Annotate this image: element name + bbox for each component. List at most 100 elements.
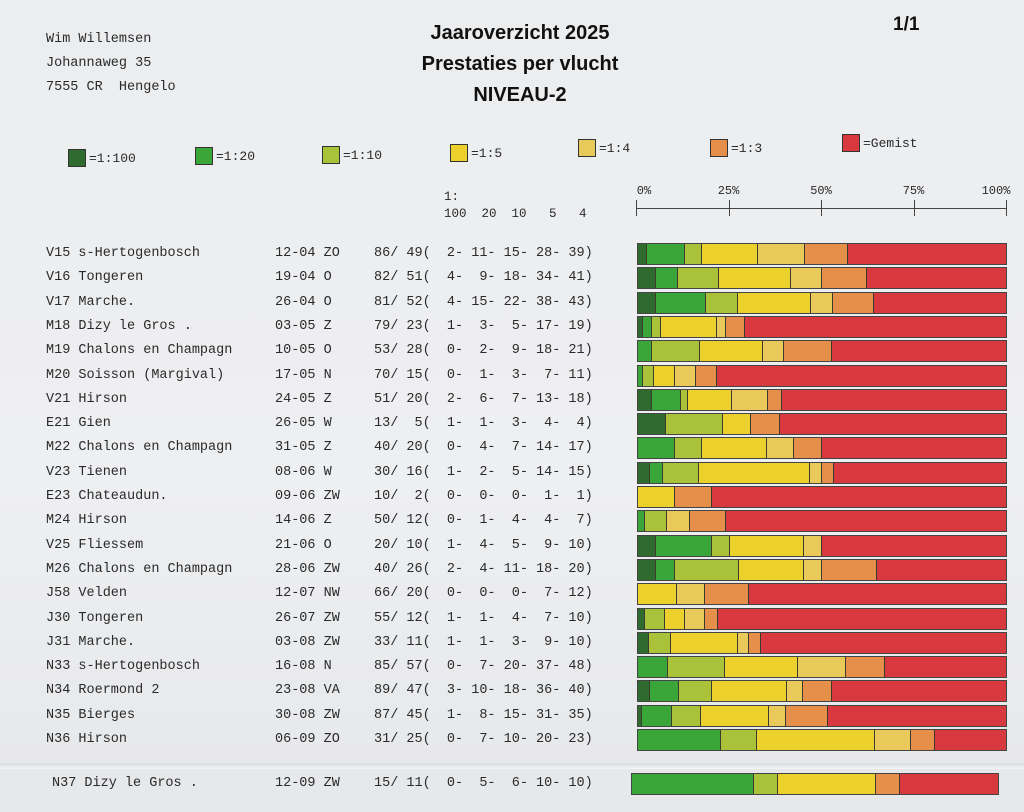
seg-1-100 xyxy=(638,705,643,726)
axis-tick-label: 100% xyxy=(981,184,1011,198)
seg-1-3 xyxy=(821,559,878,580)
flight-name: N34 Roermond 2 xyxy=(46,683,160,699)
flight-counts: 40/ 26( 2- 4- 11- 18- 20) xyxy=(374,561,593,577)
seg-1-100 xyxy=(638,316,643,337)
seg-1-10 xyxy=(662,462,700,483)
seg-1-20 xyxy=(650,462,663,483)
performance-bar xyxy=(637,413,1007,436)
report-title: Jaaroverzicht 2025 xyxy=(430,22,610,44)
performance-bar xyxy=(637,291,1007,314)
seg-1-3 xyxy=(833,292,875,313)
flight-date-wind: 31-05 Z xyxy=(275,440,332,456)
legend-item: =1:20 xyxy=(195,147,255,165)
seg-1-4 xyxy=(731,389,768,410)
seg-gemist xyxy=(934,730,1006,750)
seg-1-4 xyxy=(798,657,846,678)
seg-1-20 xyxy=(650,681,680,702)
seg-1-20 xyxy=(656,559,675,580)
seg-1-3 xyxy=(674,487,712,507)
flight-date-wind: 10-05 O xyxy=(275,343,332,359)
axis-tick xyxy=(913,200,915,216)
seg-1-100 xyxy=(638,681,651,702)
flight-name: E21 Gien xyxy=(46,416,111,432)
flight-name: V25 Fliessem xyxy=(46,537,144,553)
seg-1-5 xyxy=(638,584,678,605)
seg-1-20 xyxy=(638,438,675,459)
performance-bar xyxy=(637,558,1007,581)
seg-gemist xyxy=(716,365,1006,386)
flight-name: M24 Hirson xyxy=(46,513,128,529)
title-block: Jaaroverzicht 2025 Prestaties per vlucht… xyxy=(380,18,660,111)
flight-date-wind: 23-08 VA xyxy=(275,683,340,699)
flight-row: N36 Hirson 06-09 ZO 31/ 25( 0- 7- 10- 20- … xyxy=(0,729,1024,753)
seg-1-3 xyxy=(803,681,833,702)
seg-1-10 xyxy=(674,559,740,580)
seg-1-4 xyxy=(684,608,705,629)
legend-swatch xyxy=(710,139,728,157)
performance-bar xyxy=(637,704,1007,727)
seg-1-10 xyxy=(721,730,757,750)
performance-bar xyxy=(637,656,1007,679)
legend-label: =1:10 xyxy=(343,147,383,163)
seg-1-5 xyxy=(653,365,675,386)
seg-gemist xyxy=(749,584,1006,605)
flight-row: M18 Dizy le Gros . 03-05 Z 79/ 23( 1- 3- 5… xyxy=(0,315,1024,340)
flight-counts: 79/ 23( 1- 3- 5- 17- 19) xyxy=(374,318,593,334)
seg-gemist xyxy=(832,341,1006,362)
flight-row: V16 Tongeren 19-04 O 82/ 51( 4- 9- 18- 34-… xyxy=(0,267,1024,291)
seg-1-10 xyxy=(643,365,654,386)
flight-date-wind: 16-08 N xyxy=(275,659,332,675)
seg-1-20 xyxy=(656,292,707,313)
flight-row: N33 s-Hertogenbosch 16-08 N 85/ 57( 0- 7- … xyxy=(0,656,1024,680)
address-block: Wim Willemsen Johannaweg 35 7555 CR Heng… xyxy=(46,28,176,100)
seg-1-10 xyxy=(711,535,730,556)
seg-gemist xyxy=(760,632,1006,653)
seg-1-3 xyxy=(804,244,848,264)
flight-name: J31 Marche. xyxy=(46,634,136,650)
seg-gemist xyxy=(847,244,1006,264)
flight-date-wind: 21-06 O xyxy=(275,537,332,553)
seg-1-4 xyxy=(738,632,750,653)
flight-row: V23 Tienen 08-06 W 30/ 16( 1- 2- 5- 14- 15… xyxy=(0,461,1024,486)
flight-counts: 89/ 47( 3- 10- 18- 36- 40) xyxy=(374,683,593,699)
flight-date-wind: 12-04 ZO xyxy=(275,246,340,261)
address-name: Wim Willemsen xyxy=(46,32,152,47)
seg-1-100 xyxy=(638,244,647,264)
flight-date-wind: 08-06 W xyxy=(275,464,332,480)
performance-bar xyxy=(637,534,1007,557)
flight-row: E23 Chateaudun. 09-06 ZW 10/ 2( 0- 0- 0- 1… xyxy=(0,486,1024,510)
seg-1-100 xyxy=(638,559,657,580)
seg-1-3 xyxy=(704,584,750,605)
flight-counts: 51/ 20( 2- 6- 7- 13- 18) xyxy=(374,391,593,407)
seg-gemist xyxy=(834,462,1006,483)
seg-1-4 xyxy=(809,462,822,483)
seg-1-4 xyxy=(810,292,834,313)
seg-1-5 xyxy=(718,268,791,289)
seg-1-4 xyxy=(769,705,786,726)
flight-name: J30 Tongeren xyxy=(46,610,144,626)
flight-row: N34 Roermond 2 23-08 VA 89/ 47( 3- 10- 18-… xyxy=(0,680,1024,704)
seg-1-4 xyxy=(766,438,795,459)
seg-1-20 xyxy=(642,705,672,726)
seg-1-3 xyxy=(767,389,783,410)
flight-name: V17 Marche. xyxy=(46,294,136,310)
seg-1-20 xyxy=(642,316,652,337)
address-city: 7555 CR Hengelo xyxy=(46,80,176,95)
seg-1-5 xyxy=(700,341,763,362)
seg-1-10 xyxy=(645,511,668,532)
flight-name: V23 Tienen xyxy=(46,464,128,480)
flight-row: J58 Velden 12-07 NW 66/ 20( 0- 0- 0- 7- 12… xyxy=(0,583,1024,607)
seg-1-100 xyxy=(638,608,645,629)
seg-1-20 xyxy=(638,657,669,678)
flight-counts: 70/ 15( 0- 1- 3- 7- 11) xyxy=(374,367,593,383)
legend-label: =1:4 xyxy=(599,140,631,156)
legend-item: =1:100 xyxy=(68,149,136,167)
flight-name: E23 Chateaudun. xyxy=(46,489,168,504)
seg-gemist xyxy=(884,657,1006,678)
flight-date-wind: 09-06 ZW xyxy=(275,489,340,504)
performance-bar xyxy=(637,437,1007,460)
flight-date-wind: 26-05 W xyxy=(275,416,332,432)
paper-fold xyxy=(0,763,1024,769)
flight-date-wind: 06-09 ZO xyxy=(275,732,340,747)
seg-1-10 xyxy=(674,438,703,459)
